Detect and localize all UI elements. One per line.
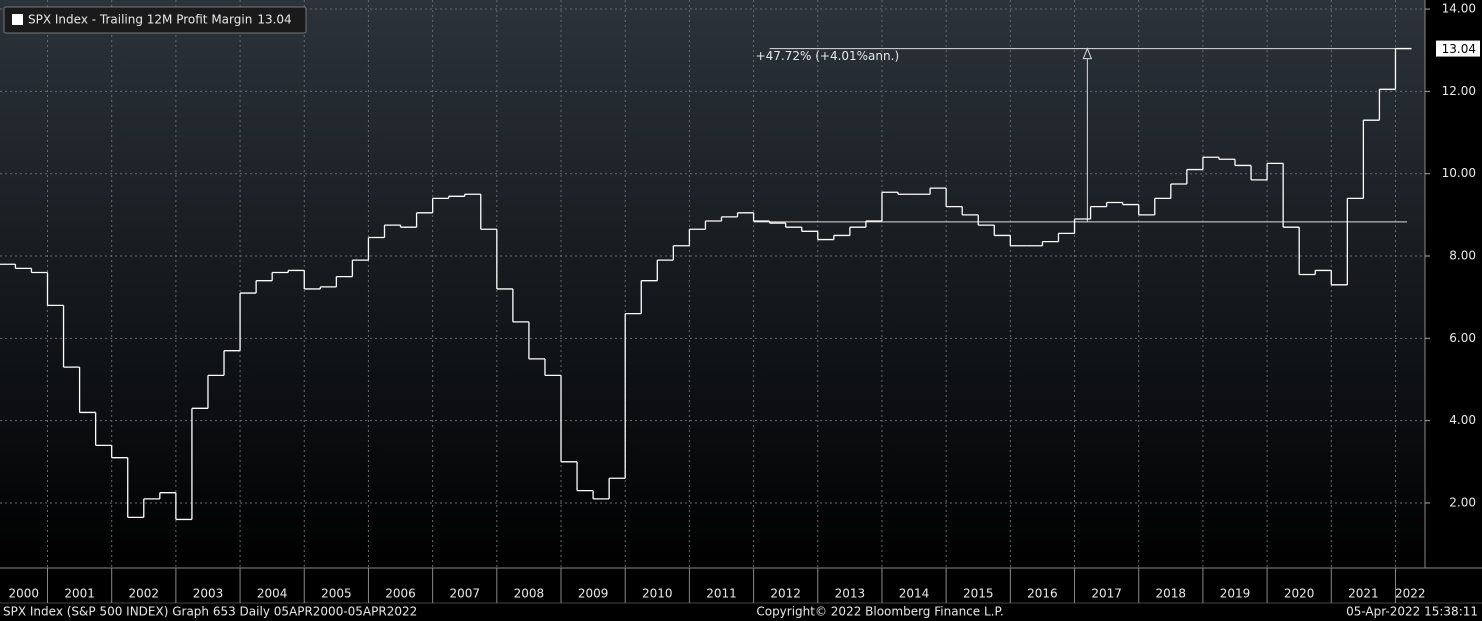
footer-center: Copyright© 2022 Bloomberg Finance L.P.: [756, 605, 1003, 619]
y-tick-label: 14.00: [1442, 2, 1476, 16]
x-tick-label: 2001: [64, 587, 95, 601]
y-tick-label: 2.00: [1449, 495, 1476, 509]
x-tick-label: 2005: [321, 587, 352, 601]
x-tick-label: 2010: [642, 587, 673, 601]
x-tick-label: 2015: [963, 587, 994, 601]
layer: 2.00 4.00 6.00 8.00 10.00 12.00 14.00 2000 2001 2…: [0, 0, 1480, 603]
plot-area: [0, 0, 1425, 568]
y-tick-label: 8.00: [1449, 249, 1476, 263]
x-tick-label: 2013: [835, 587, 866, 601]
x-tick-label: 2000: [8, 587, 39, 601]
x-tick-label: 2021: [1348, 587, 1379, 601]
x-tick-label: 2002: [129, 587, 160, 601]
x-tick-label: 2003: [193, 587, 224, 601]
y-tick-label: 12.00: [1442, 84, 1476, 98]
legend-label: SPX Index - Trailing 12M Profit Margin: [28, 13, 252, 27]
x-tick-label: 2018: [1156, 587, 1187, 601]
x-tick-label: 2022: [1395, 587, 1426, 601]
legend-value: 13.04: [257, 13, 291, 27]
x-tick-label: 2012: [770, 587, 801, 601]
x-tick-label: 2020: [1284, 587, 1315, 601]
last-value-label: 13.04: [1442, 42, 1476, 56]
x-tick-label: 2014: [899, 587, 930, 601]
x-tick-label: 2016: [1027, 587, 1058, 601]
footer-left: SPX Index (S&P 500 INDEX) Graph 653 Dail…: [3, 605, 417, 619]
x-tick-label: 2011: [706, 587, 737, 601]
annotation: +47.72% (+4.01%ann.): [756, 49, 900, 63]
x-tick-label: 2009: [578, 587, 609, 601]
x-tick-label: 2007: [449, 587, 480, 601]
y-tick-label: 4.00: [1449, 413, 1476, 427]
arrow-head: [1082, 47, 1093, 60]
y-axis-area: [1425, 0, 1482, 568]
y-tick-label: 6.00: [1449, 331, 1476, 345]
footer-right: 05-Apr-2022 15:38:11: [1346, 605, 1478, 619]
x-tick-label: 2006: [385, 587, 416, 601]
x-tick-label: 2019: [1220, 587, 1251, 601]
legend: SPX Index - Trailing 12M Profit Margin 13…: [3, 6, 307, 34]
legend-box: [3, 6, 307, 34]
x-tick-label: 2017: [1091, 587, 1122, 601]
x-tick-label: 2008: [514, 587, 545, 601]
legend-swatch: [12, 14, 23, 25]
x-tick-label: 2004: [257, 587, 288, 601]
last-value-box: [1436, 40, 1480, 57]
y-tick-label: 10.00: [1442, 166, 1476, 180]
